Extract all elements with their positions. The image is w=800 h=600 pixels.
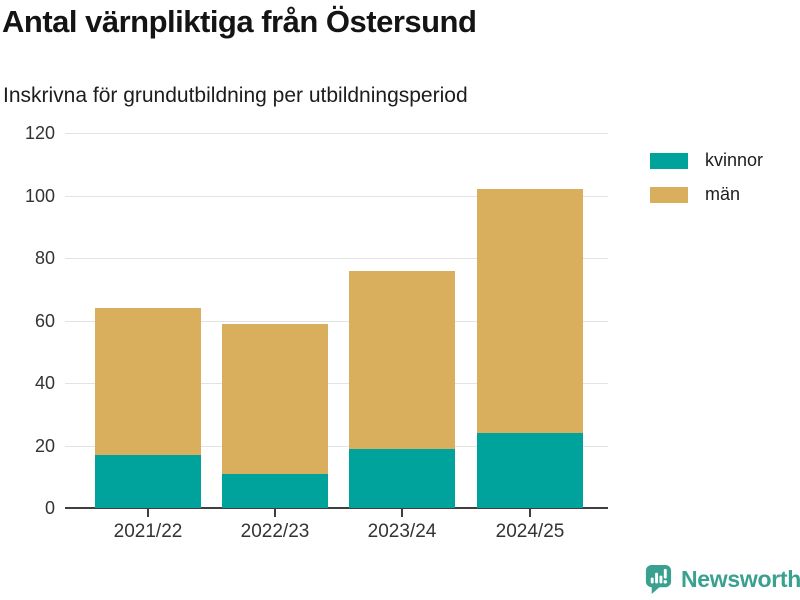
bar-group-2024-25 <box>477 133 583 508</box>
y-axis-label: 120 <box>24 123 55 143</box>
chart-title: Antal värnpliktiga från Östersund <box>2 4 477 39</box>
bar-segment-män <box>222 323 328 474</box>
gridline-y20 <box>65 445 608 447</box>
legend-swatch <box>650 186 688 203</box>
bar-segment-kvinnor <box>222 473 328 508</box>
legend-item-män: män <box>650 184 763 205</box>
bar-segment-män <box>477 189 583 433</box>
gridline-y40 <box>65 383 608 384</box>
bar-segment-kvinnor <box>477 433 583 508</box>
legend-swatch <box>650 152 688 169</box>
x-axis-label: 2021/22 <box>113 521 183 542</box>
x-axis-tick <box>274 509 276 517</box>
y-axis-label: 0 <box>44 498 55 518</box>
x-axis-label: 2023/24 <box>367 521 437 542</box>
newsworthy-logo: Newsworthy <box>643 563 800 596</box>
bar-segment-kvinnor <box>349 448 455 508</box>
bar-segment-män <box>95 308 201 455</box>
y-axis-label: 80 <box>34 248 55 268</box>
legend-label: kvinnor <box>705 150 764 170</box>
newsworthy-wordmark: Newsworthy <box>681 566 800 592</box>
bar-group-2022-23 <box>222 133 328 508</box>
newsworthy-icon <box>645 564 672 595</box>
x-axis-tick <box>147 509 149 517</box>
x-axis-tick <box>529 509 531 517</box>
x-axis-label: 2024/25 <box>495 521 565 542</box>
bar-segment-kvinnor <box>95 454 201 508</box>
y-axis-label: 40 <box>34 373 55 393</box>
gridline-y120 <box>65 133 608 134</box>
gridline-y60 <box>65 320 608 322</box>
chart-subtitle: Inskrivna för grundutbildning per utbild… <box>3 84 468 107</box>
legend-label: män <box>705 184 741 204</box>
y-axis-label: 100 <box>24 185 55 206</box>
x-axis-label: 2022/23 <box>240 521 310 542</box>
bar-segment-män <box>349 270 455 449</box>
legend: kvinnor män <box>650 150 763 218</box>
bar-group-2021-22 <box>95 133 201 508</box>
bar-group-2023-24 <box>349 133 455 508</box>
gridline-y100 <box>65 195 608 197</box>
y-axis-label: 20 <box>34 435 55 456</box>
gridline-y80 <box>65 258 608 259</box>
x-axis-line <box>65 507 608 509</box>
y-axis-label: 60 <box>34 310 55 331</box>
legend-item-kvinnor: kvinnor <box>650 150 763 171</box>
plot-area: 0 20 40 60 80 100 120 2021/22 2022/23 2023/24 2024… <box>25 124 608 542</box>
x-axis-tick <box>401 509 403 517</box>
